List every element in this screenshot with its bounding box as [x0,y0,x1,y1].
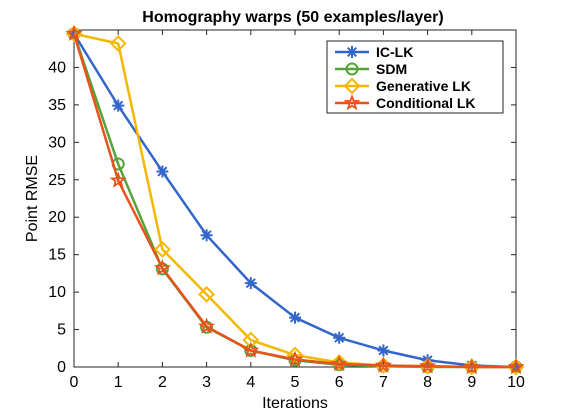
legend-label: Generative LK [376,78,471,94]
data-point-conditional-lk [109,171,127,188]
data-point-ic-lk [112,99,125,112]
data-point-generative-lk [153,241,171,258]
x-tick-label: 0 [70,374,79,391]
series-conditional-lk [65,24,525,375]
y-tick-label: 10 [48,284,66,301]
data-point-conditional-lk [507,358,525,375]
y-tick-label: 25 [48,172,66,189]
data-point-ic-lk [156,165,169,178]
legend-marker [346,46,358,58]
legend-marker [345,62,359,76]
data-point-conditional-lk [198,317,216,334]
legend-label: Conditional LK [376,95,476,111]
y-tick-label: 35 [48,97,66,114]
legend-item-generative-lk: Generative LK [335,77,471,95]
y-axis-title: Point RMSE [24,155,41,242]
legend-label: IC-LK [376,44,413,60]
y-tick-label: 30 [48,134,66,151]
y-tick-label: 20 [48,209,66,226]
data-point-conditional-lk [65,24,83,42]
data-point-ic-lk [244,277,257,290]
legend-marker [343,94,361,111]
data-point-conditional-lk [463,358,481,375]
legend-item-ic-lk: IC-LK [335,44,413,60]
series-layer [65,24,525,376]
data-point-generative-lk [198,285,216,303]
y-tick-label: 0 [57,359,66,376]
data-point-generative-lk [242,331,260,349]
data-point-conditional-lk [153,259,171,276]
x-tick-label: 5 [291,374,300,391]
data-point-ic-lk [333,331,346,344]
legend-label: SDM [376,61,407,77]
data-point-conditional-lk [242,341,260,358]
x-tick-label: 4 [246,374,255,391]
legend-marker [343,77,361,95]
x-tick-label: 3 [202,374,211,391]
data-point-generative-lk [330,354,348,371]
data-point-conditional-lk [330,355,348,372]
y-tick-label: 5 [57,322,66,339]
x-tick-label: 6 [335,374,344,391]
data-point-ic-lk [289,311,301,324]
data-point-conditional-lk [374,356,392,373]
legend-item-conditional-lk: Conditional LK [335,94,476,111]
y-tick-label: 40 [48,59,66,76]
data-point-generative-lk [109,35,127,52]
x-tick-label: 2 [158,374,167,391]
x-tick-label: 10 [507,374,525,391]
x-tick-label: 1 [114,374,123,391]
data-point-ic-lk [377,344,390,357]
data-point-conditional-lk [286,350,304,367]
data-point-conditional-lk [419,357,437,374]
y-axis: 0 5 10 15 20 25 30 35 40 [48,59,516,376]
x-tick-label: 7 [379,374,388,391]
data-point-ic-lk [200,229,213,242]
series-line-conditional-lk [72,33,516,369]
y-tick-label: 15 [48,247,66,264]
x-tick-label: 8 [423,374,432,391]
chart-title: Homography warps (50 examples/layer) [142,9,443,26]
x-tick-label: 9 [467,374,476,391]
x-axis-title: Iterations [262,395,328,412]
data-point-ic-lk [465,359,478,372]
legend-item-sdm: SDM [335,61,407,77]
